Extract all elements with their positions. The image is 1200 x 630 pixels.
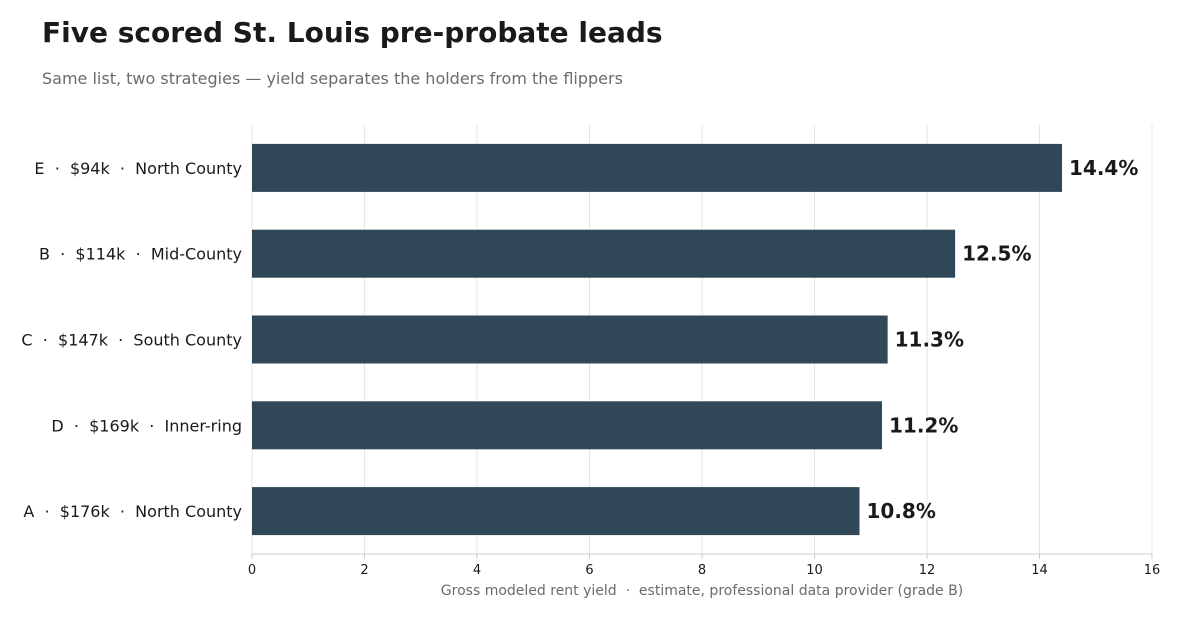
chart-title: Five scored St. Louis pre-probate leads: [42, 16, 663, 49]
labels: E · $94k · North County 14.4% B · $114k · …: [21, 156, 1138, 523]
value-label: 12.5%: [962, 242, 1031, 266]
category-label: A · $176k · North County: [23, 502, 242, 521]
value-label: 14.4%: [1069, 156, 1138, 180]
bar: [252, 315, 888, 364]
bar: [252, 143, 1062, 192]
value-label: 10.8%: [867, 499, 936, 523]
chart-subtitle: Same list, two strategies — yield separa…: [42, 69, 623, 88]
category-label: E · $94k · North County: [34, 159, 242, 178]
x-tick-label: 12: [919, 563, 936, 578]
x-tick-label: 6: [585, 563, 593, 578]
x-tick-label: 8: [698, 563, 706, 578]
x-tick-label: 0: [248, 563, 256, 578]
bar: [252, 401, 882, 450]
value-label: 11.3%: [895, 328, 964, 352]
bars: [252, 143, 1062, 536]
x-tick-label: 4: [473, 563, 481, 578]
x-tick-label: 14: [1031, 563, 1048, 578]
category-label: D · $169k · Inner-ring: [51, 416, 242, 435]
x-tick-label: 10: [806, 563, 823, 578]
bar: [252, 229, 956, 278]
bar: [252, 487, 860, 536]
category-label: B · $114k · Mid-County: [39, 245, 242, 264]
value-label: 11.2%: [889, 413, 958, 437]
x-axis: 0 2 4 6 8 10 12 14 16: [248, 553, 1161, 578]
category-label: C · $147k · South County: [21, 331, 242, 350]
x-axis-label: Gross modeled rent yield · estimate, pro…: [441, 583, 963, 599]
x-tick-label: 16: [1144, 563, 1161, 578]
x-tick-label: 2: [360, 563, 368, 578]
